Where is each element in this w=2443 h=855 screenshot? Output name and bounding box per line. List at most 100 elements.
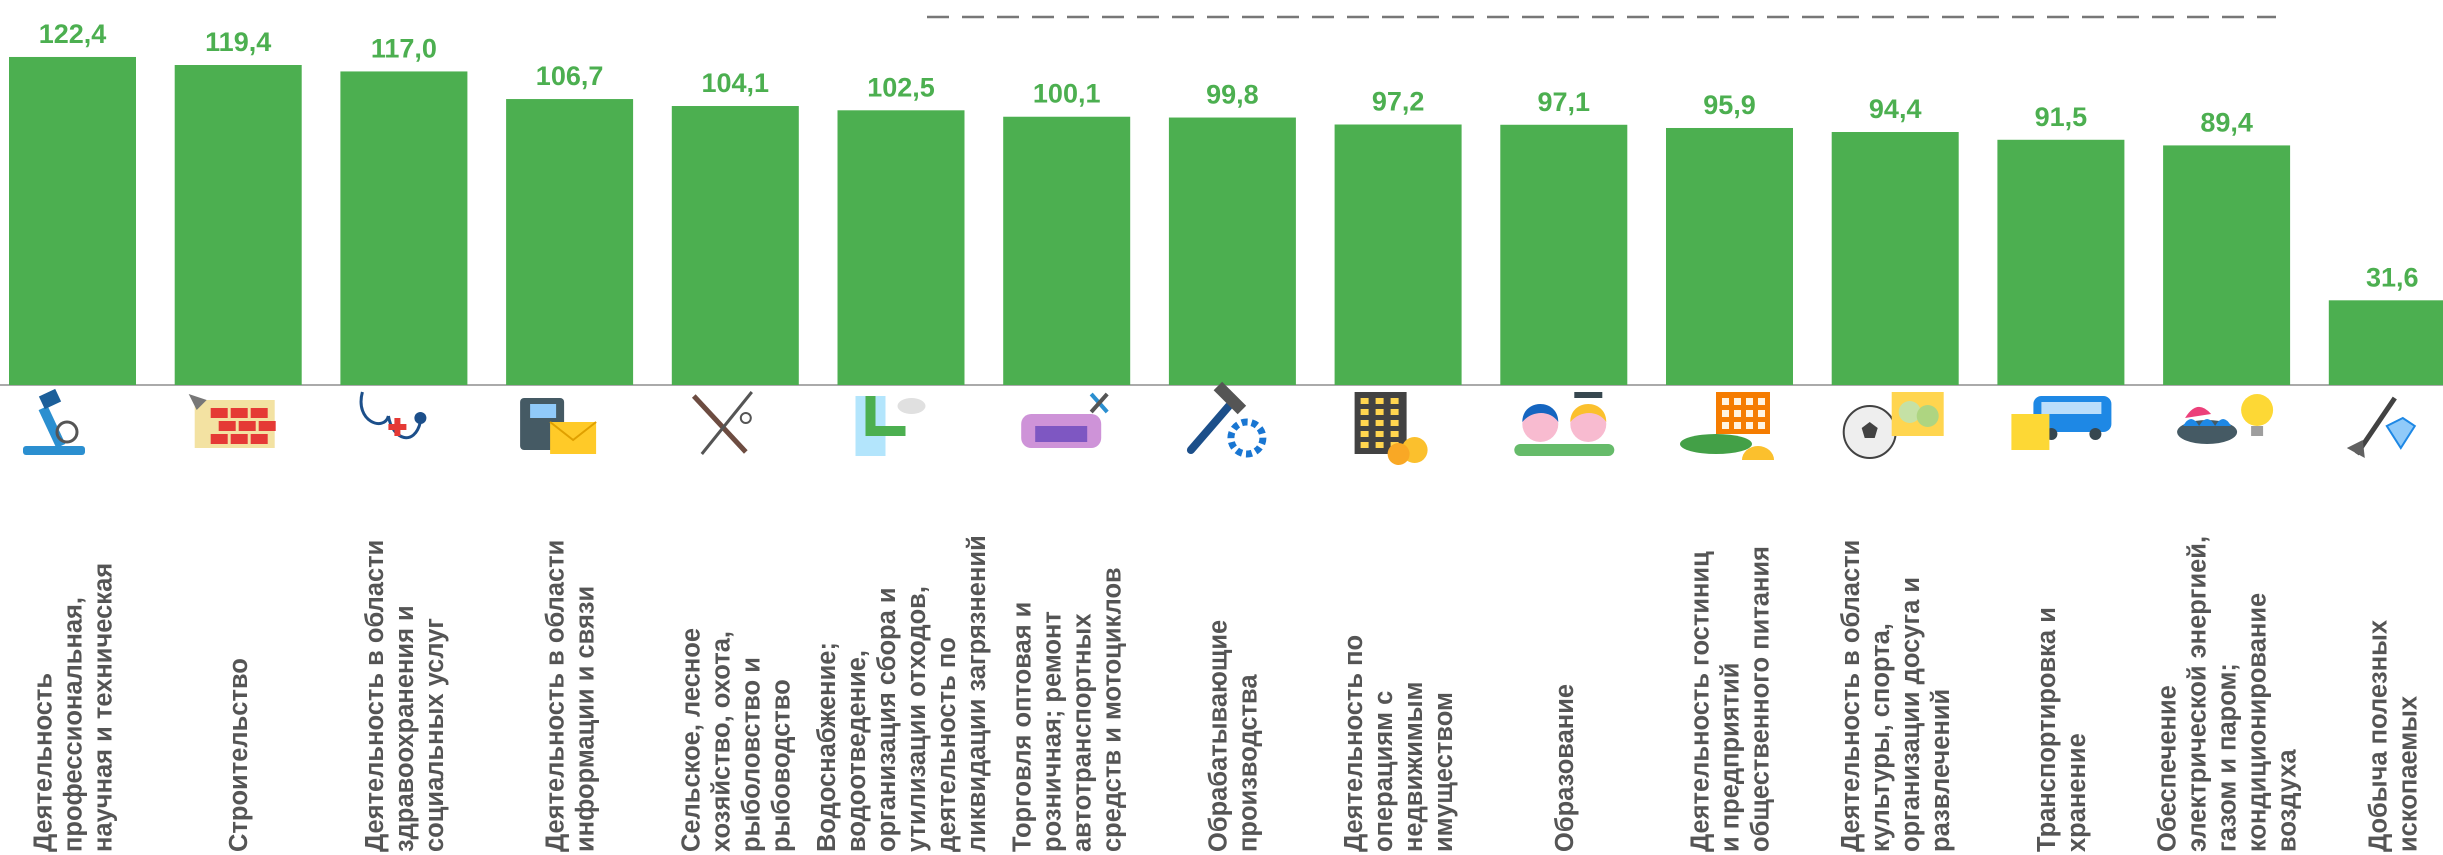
gas-lightbulb-icon xyxy=(2177,394,2274,444)
category-label-line: воздуха xyxy=(2274,749,2302,852)
category-label: Деятельность в областиздравоохранения ис… xyxy=(361,540,449,852)
value-label: 104,1 xyxy=(702,68,770,98)
bar xyxy=(2328,300,2443,385)
category-label-line: здравоохранения и xyxy=(391,605,419,852)
category-label-line: информации и связи xyxy=(572,586,600,852)
stethoscope-icon xyxy=(359,391,427,440)
category-label-line: развлечений xyxy=(1927,689,1955,852)
bar xyxy=(1500,124,1628,385)
brick-wall-icon xyxy=(188,394,276,448)
category-label-line: производства xyxy=(1234,674,1262,852)
category-label-line: Деятельность гостиниц xyxy=(1687,551,1715,852)
category-label-line: операциям с xyxy=(1370,691,1398,852)
value-label: 97,1 xyxy=(1538,87,1591,117)
category-label-line: Водоснабжение; xyxy=(813,642,841,852)
category-label-line: Обрабатывающие xyxy=(1204,620,1232,852)
buildings-coins-icon xyxy=(1354,392,1428,465)
category-label-line: научная и техническая xyxy=(90,563,118,852)
category-label-line: организации досуга и xyxy=(1897,577,1925,852)
category-label-line: культуры, спорта, xyxy=(1867,623,1895,852)
bar xyxy=(1666,127,1793,385)
bar xyxy=(2163,145,2291,385)
value-label: 89,4 xyxy=(2200,107,2253,137)
category-label: Деятельность в областиинформации и связи xyxy=(542,540,600,852)
bar xyxy=(1168,117,1296,385)
category-label-line: ликвидации загрязнений xyxy=(963,535,991,852)
category-label-line: автотранспортных xyxy=(1069,613,1097,852)
bar xyxy=(671,106,799,386)
category-label: Обеспечениеэлектрической энергией,газом … xyxy=(2154,536,2302,852)
category-label-line: хозяйство, охота, xyxy=(707,631,735,852)
category-label-line: хранение xyxy=(2063,733,2091,852)
bar xyxy=(506,99,634,385)
water-pipe-icon xyxy=(855,396,926,456)
value-label: 117,0 xyxy=(371,33,437,63)
category-label-line: водоотведение, xyxy=(843,650,871,852)
category-label-line: Деятельность в области xyxy=(1837,540,1865,852)
value-label: 122,4 xyxy=(39,19,107,49)
category-label-line: кондиционирование xyxy=(2244,593,2272,852)
category-label-line: имуществом xyxy=(1430,692,1458,852)
category-label: Деятельностьпрофессиональная,научная и т… xyxy=(30,563,118,852)
bar xyxy=(1831,132,1959,385)
category-label-line: Деятельность по xyxy=(1340,635,1368,852)
category-label: Водоснабжение;водоотведение,организация … xyxy=(813,535,991,852)
category-label-line: ископаемых xyxy=(2394,696,2422,852)
microscope-icon xyxy=(23,388,85,455)
category-label: Деятельность пооперациям снедвижимымимущ… xyxy=(1340,635,1458,852)
football-theater-icon xyxy=(1842,392,1944,459)
car-repair-icon xyxy=(1021,392,1109,448)
category-label-line: Деятельность xyxy=(30,673,58,852)
category-label-line: средств и мотоциклов xyxy=(1099,567,1127,852)
bar xyxy=(1003,116,1131,386)
category-label-line: организация сбора и xyxy=(873,587,901,852)
bar xyxy=(1997,139,2125,385)
category-label-line: деятельность по xyxy=(933,637,961,852)
bus-cargo-icon xyxy=(2011,396,2112,450)
value-label: 102,5 xyxy=(867,72,935,102)
bar xyxy=(174,65,302,386)
bar xyxy=(837,110,965,386)
category-label-line: газом и паром; xyxy=(2214,663,2242,852)
category-label-line: Сельское, лесное xyxy=(677,628,705,852)
bar xyxy=(340,71,468,385)
value-label: 31,6 xyxy=(2366,262,2419,292)
value-label: 106,7 xyxy=(536,61,604,91)
category-label-line: и предприятий xyxy=(1717,663,1745,852)
hammer-gear-icon xyxy=(1186,381,1267,458)
category-label-line: социальных услуг xyxy=(421,618,449,852)
category-label-line: утилизации отходов, xyxy=(903,586,931,852)
category-label-line: общественного питания xyxy=(1747,546,1775,852)
category-label: Деятельность гостиници предприятийобщест… xyxy=(1687,546,1775,852)
category-label-line: Деятельность в области xyxy=(542,540,570,852)
category-label-line: Строительство xyxy=(225,658,253,852)
category-label-line: электрической энергией, xyxy=(2184,536,2212,852)
category-label: Добыча полезныхископаемых xyxy=(2364,620,2422,852)
category-label: Транспортировка ихранение xyxy=(2033,607,2091,852)
bar xyxy=(9,56,136,386)
category-label-line: недвижимым xyxy=(1400,682,1428,852)
shovel-diamond-icon xyxy=(2346,396,2417,458)
hotel-food-icon xyxy=(1680,392,1774,460)
value-label: 91,5 xyxy=(2035,102,2088,132)
bar xyxy=(1334,124,1462,385)
category-label-line: Обеспечение xyxy=(2154,685,2182,852)
fishing-hunting-icon xyxy=(691,391,753,455)
category-label: Образование xyxy=(1551,684,1579,852)
category-label-line: рыболовство и xyxy=(737,657,765,852)
students-icon xyxy=(1514,392,1615,456)
category-label-line: Транспортировка и xyxy=(2033,607,2061,852)
value-label: 97,2 xyxy=(1372,87,1425,117)
value-label: 100,1 xyxy=(1033,79,1101,109)
category-label-line: рыбоводство xyxy=(767,679,795,852)
category-label-line: розничная; ремонт xyxy=(1039,611,1067,852)
category-label-line: Добыча полезных xyxy=(2364,620,2392,852)
value-label: 95,9 xyxy=(1703,90,1756,120)
value-label: 94,4 xyxy=(1869,94,1922,124)
category-label-line: профессиональная, xyxy=(60,597,88,852)
value-label: 119,4 xyxy=(205,27,271,57)
category-label: Строительство xyxy=(225,658,253,852)
category-label-line: Деятельность в области xyxy=(361,540,389,852)
value-label: 99,8 xyxy=(1206,80,1259,110)
